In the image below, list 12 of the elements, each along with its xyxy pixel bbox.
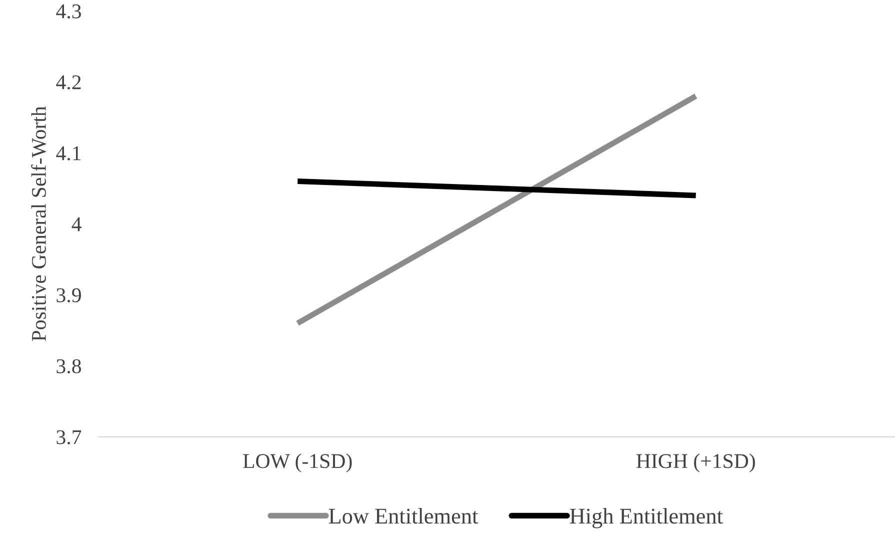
y-tick-label: 3.8 — [56, 359, 81, 374]
legend-label: Low Entitlement — [328, 508, 478, 524]
x-tick-label: HIGH (+1SD) — [636, 453, 755, 472]
y-tick-label: 3.9 — [56, 288, 81, 302]
y-tick-label: 3.7 — [56, 430, 82, 444]
x-tick-label: LOW (-1SD) — [243, 453, 352, 472]
y-tick-label: 4.2 — [56, 75, 81, 90]
legend-label: High Entitlement — [570, 508, 723, 528]
y-tick-label: 4.3 — [56, 4, 81, 18]
y-axis-title: Positive General Self-Worth — [31, 106, 46, 342]
y-tick-label: 4 — [72, 217, 82, 232]
y-tick-label: 4.1 — [56, 146, 81, 160]
